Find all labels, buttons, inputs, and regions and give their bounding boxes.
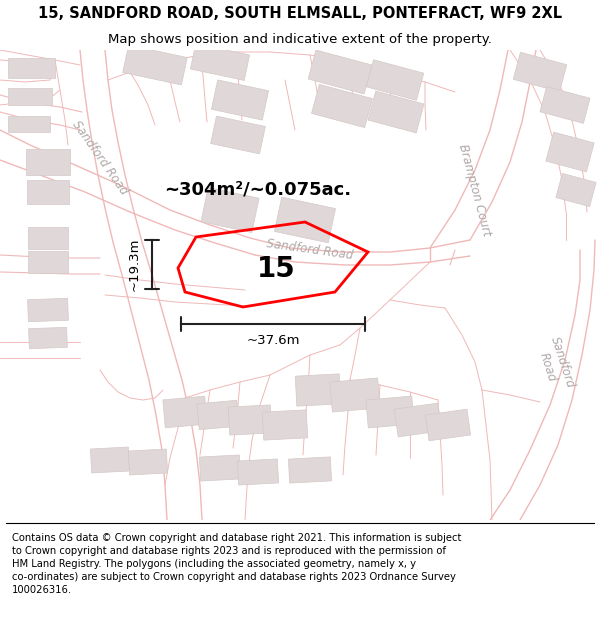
Text: Brampton Court: Brampton Court — [457, 142, 494, 238]
Polygon shape — [8, 88, 52, 105]
Polygon shape — [190, 44, 250, 81]
Text: Sandford Road: Sandford Road — [70, 119, 130, 198]
Polygon shape — [163, 396, 207, 428]
Polygon shape — [26, 149, 70, 175]
Polygon shape — [8, 58, 55, 78]
Polygon shape — [128, 449, 167, 475]
Text: ~37.6m: ~37.6m — [246, 334, 300, 346]
Polygon shape — [199, 455, 241, 481]
Polygon shape — [308, 50, 372, 94]
Polygon shape — [556, 173, 596, 207]
Polygon shape — [91, 447, 130, 473]
Polygon shape — [211, 116, 265, 154]
Text: Contains OS data © Crown copyright and database right 2021. This information is : Contains OS data © Crown copyright and d… — [12, 532, 461, 596]
Polygon shape — [546, 132, 594, 172]
Polygon shape — [228, 405, 272, 435]
Polygon shape — [513, 52, 567, 92]
Text: 15: 15 — [257, 255, 296, 283]
Polygon shape — [27, 180, 69, 204]
Text: Map shows position and indicative extent of the property.: Map shows position and indicative extent… — [108, 32, 492, 46]
Text: ~19.3m: ~19.3m — [128, 238, 140, 291]
Polygon shape — [201, 188, 259, 232]
Polygon shape — [311, 84, 373, 127]
Polygon shape — [295, 374, 341, 406]
Text: ~304m²/~0.075ac.: ~304m²/~0.075ac. — [164, 181, 352, 199]
Polygon shape — [28, 227, 68, 249]
Polygon shape — [8, 116, 50, 132]
Polygon shape — [262, 410, 308, 440]
Polygon shape — [366, 60, 424, 100]
Polygon shape — [274, 197, 335, 243]
Text: Sandford
Road: Sandford Road — [533, 335, 577, 395]
Polygon shape — [289, 457, 332, 483]
Polygon shape — [123, 45, 187, 85]
Polygon shape — [540, 87, 590, 123]
Polygon shape — [28, 251, 68, 273]
Text: 15, SANDFORD ROAD, SOUTH ELMSALL, PONTEFRACT, WF9 2XL: 15, SANDFORD ROAD, SOUTH ELMSALL, PONTEF… — [38, 6, 562, 21]
Polygon shape — [330, 378, 380, 412]
Text: Sandford Road: Sandford Road — [266, 238, 354, 262]
Polygon shape — [366, 396, 414, 428]
Polygon shape — [211, 80, 269, 120]
Polygon shape — [425, 409, 470, 441]
Polygon shape — [197, 400, 239, 430]
Polygon shape — [394, 403, 442, 437]
Polygon shape — [368, 91, 424, 133]
Polygon shape — [238, 459, 278, 485]
Polygon shape — [29, 328, 67, 349]
Polygon shape — [28, 298, 68, 322]
